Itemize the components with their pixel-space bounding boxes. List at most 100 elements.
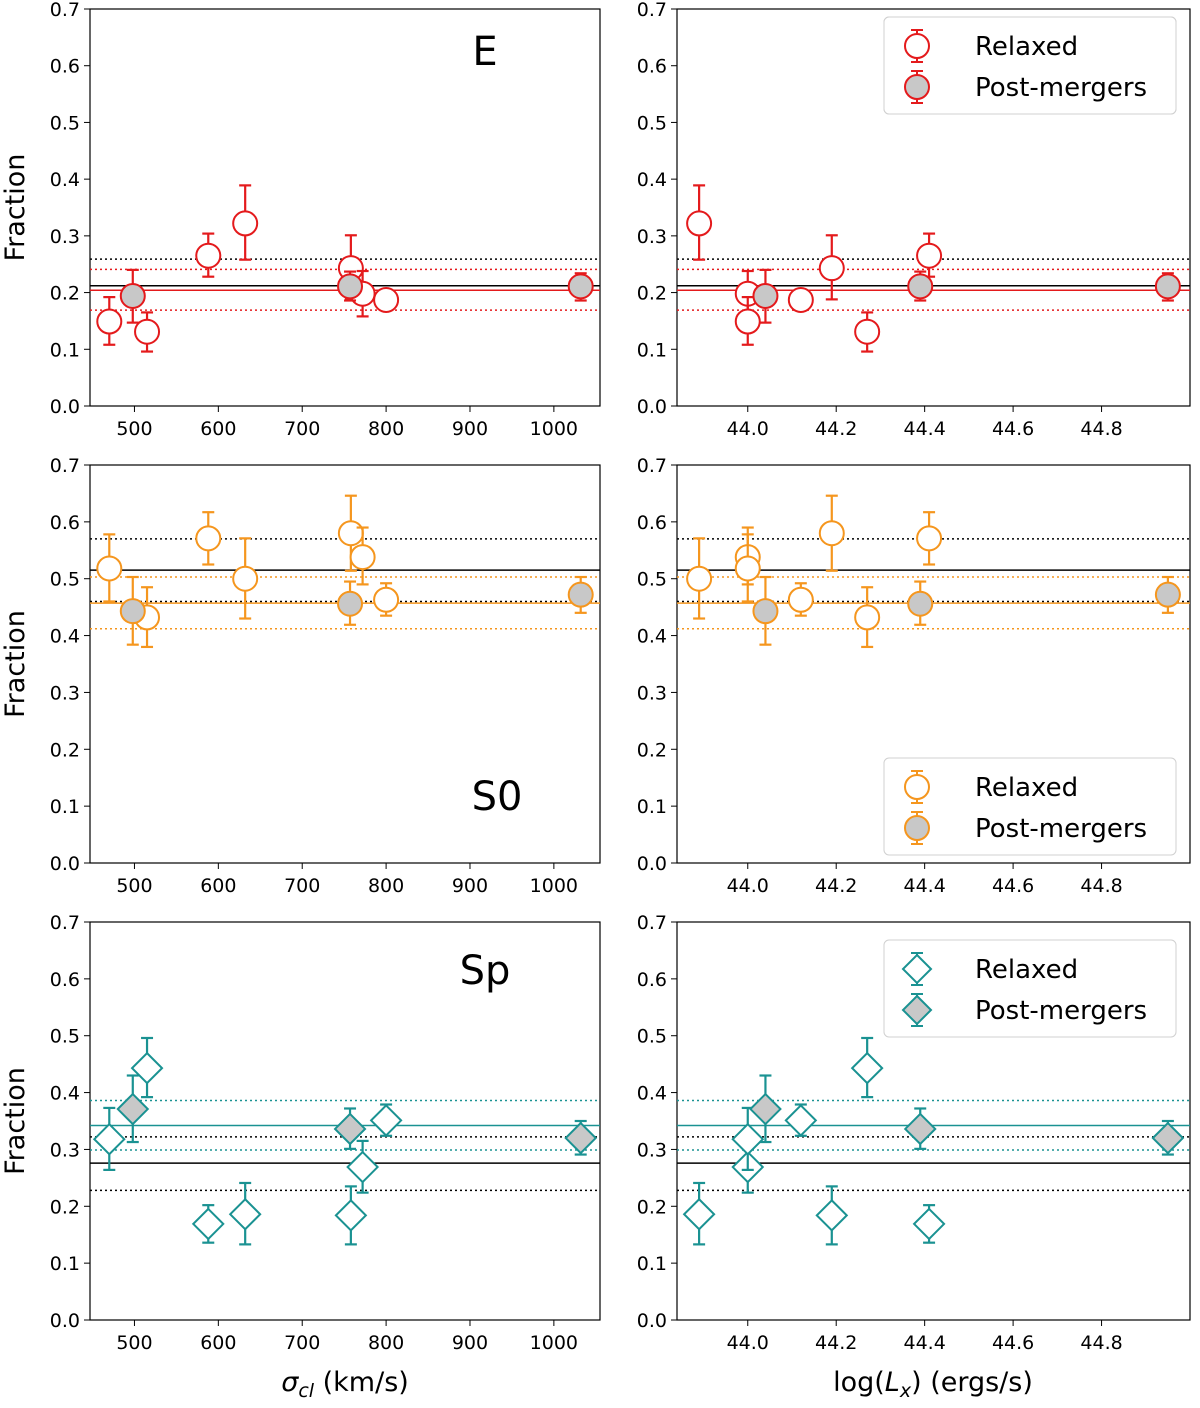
postmerger-point (1151, 1121, 1185, 1155)
relaxed-point (731, 1122, 765, 1156)
y-tick-label: 0.0 (637, 396, 667, 418)
y-tick-label: 0.2 (50, 739, 80, 761)
postmerger-point (752, 598, 779, 625)
legend: Relaxed Post-mergers (883, 16, 1177, 115)
relaxed-point (912, 1207, 946, 1241)
y-axis-label: Fraction (0, 610, 31, 718)
relaxed-point (787, 586, 814, 613)
relaxed-point (232, 565, 259, 592)
y-tick-label: 0.3 (50, 226, 80, 248)
relaxed-point (334, 1198, 368, 1232)
plot-area (90, 494, 600, 649)
legend: Relaxed Post-mergers (883, 757, 1177, 856)
postmerger-point (119, 598, 146, 625)
legend-postmergers-label: Post-mergers (975, 996, 1147, 1026)
x-tick-label: 800 (368, 418, 404, 440)
legend-relaxed-marker (904, 774, 930, 800)
legend-relaxed-marker (904, 33, 930, 59)
y-tick-label: 0.6 (637, 56, 667, 78)
plot-area (90, 184, 600, 353)
x-tick-label: 44.2 (815, 875, 857, 897)
y-tick-label: 0.7 (50, 455, 80, 477)
relaxed-point (916, 242, 943, 269)
relaxed-point (96, 555, 123, 582)
x-tick-label: 700 (284, 1332, 320, 1354)
x-tick-label: 44.4 (903, 418, 945, 440)
panel-4: 0.0 0.1 0.2 0.3 0.4 0.5 0.6 0.7 500 600 700 800 900 1… (0, 912, 601, 1354)
y-tick-label: 0.7 (637, 0, 667, 21)
legend-box (883, 757, 1177, 856)
relaxed-point (337, 520, 364, 547)
x-tick-label: 500 (116, 875, 152, 897)
plot-area (677, 1036, 1190, 1246)
relaxed-point (686, 210, 713, 237)
y-tick-label: 0.4 (50, 1083, 80, 1105)
y-tick-label: 0.1 (637, 339, 667, 361)
y-tick-label: 0.0 (637, 853, 667, 875)
y-tick-label: 0.2 (637, 283, 667, 305)
relaxed-point (228, 1197, 262, 1231)
y-tick-label: 0.1 (637, 796, 667, 818)
x-tick-label: 44.8 (1080, 1332, 1122, 1354)
legend-postmergers-label: Post-mergers (975, 814, 1147, 844)
relaxed-point (369, 1104, 403, 1137)
legend: Relaxed Post-mergers (883, 939, 1177, 1038)
y-tick-label: 0.3 (50, 1139, 80, 1161)
axes-frame (676, 8, 1191, 407)
postmerger-point (116, 1092, 150, 1126)
x-axis-label-sigma: σcl (km/s) (281, 1367, 409, 1402)
y-tick-label: 0.6 (637, 512, 667, 534)
relaxed-point (818, 520, 845, 547)
relaxed-point (96, 308, 123, 335)
relaxed-point (373, 286, 400, 313)
postmerger-point (907, 590, 934, 617)
legend-postmergers-marker (904, 815, 930, 841)
relaxed-point (916, 525, 943, 552)
x-tick-label: 900 (452, 418, 488, 440)
x-tick-label: 700 (284, 875, 320, 897)
relaxed-point (130, 1051, 164, 1085)
y-tick-label: 0.4 (637, 1083, 667, 1105)
panel-2: 0.0 0.1 0.2 0.3 0.4 0.5 0.6 0.7 500 600 700 800 900 1… (0, 455, 601, 897)
y-tick-label: 0.7 (50, 0, 80, 21)
legend-box (883, 16, 1177, 115)
panel-label: Sp (460, 948, 511, 994)
postmerger-point (337, 590, 364, 617)
y-tick-label: 0.4 (50, 626, 80, 648)
y-tick-label: 0.5 (637, 1026, 667, 1048)
y-tick-label: 0.7 (637, 455, 667, 477)
y-tick-label: 0.1 (637, 1253, 667, 1275)
x-tick-label: 44.6 (992, 1332, 1034, 1354)
x-tick-label: 44.6 (992, 875, 1034, 897)
postmerger-point (333, 1112, 367, 1146)
x-tick-label: 500 (116, 418, 152, 440)
relaxed-point (232, 210, 259, 237)
y-tick-label: 0.6 (50, 969, 80, 991)
x-tick-label: 44.8 (1080, 418, 1122, 440)
axes-frame (676, 464, 1191, 864)
y-tick-label: 0.1 (50, 339, 80, 361)
legend-relaxed-label: Relaxed (975, 32, 1078, 62)
y-tick-label: 0.3 (637, 1139, 667, 1161)
axes-frame (89, 8, 601, 407)
relaxed-point (787, 286, 814, 313)
x-tick-label: 44.4 (903, 875, 945, 897)
y-tick-label: 0.2 (637, 1196, 667, 1218)
relaxed-point (92, 1122, 126, 1156)
y-tick-label: 0.6 (50, 512, 80, 534)
legend-relaxed-label: Relaxed (975, 955, 1078, 985)
y-tick-label: 0.4 (637, 626, 667, 648)
y-tick-label: 0.4 (50, 169, 80, 191)
relaxed-point (734, 555, 761, 582)
postmerger-point (337, 273, 364, 300)
relaxed-point (815, 1198, 849, 1232)
postmerger-point (567, 273, 594, 300)
y-tick-label: 0.0 (50, 396, 80, 418)
legend-postmergers-label: Post-mergers (975, 73, 1147, 103)
x-tick-label: 800 (368, 1332, 404, 1354)
panel-label: E (472, 29, 497, 75)
y-axis-label: Fraction (0, 154, 31, 262)
y-tick-label: 0.2 (637, 739, 667, 761)
